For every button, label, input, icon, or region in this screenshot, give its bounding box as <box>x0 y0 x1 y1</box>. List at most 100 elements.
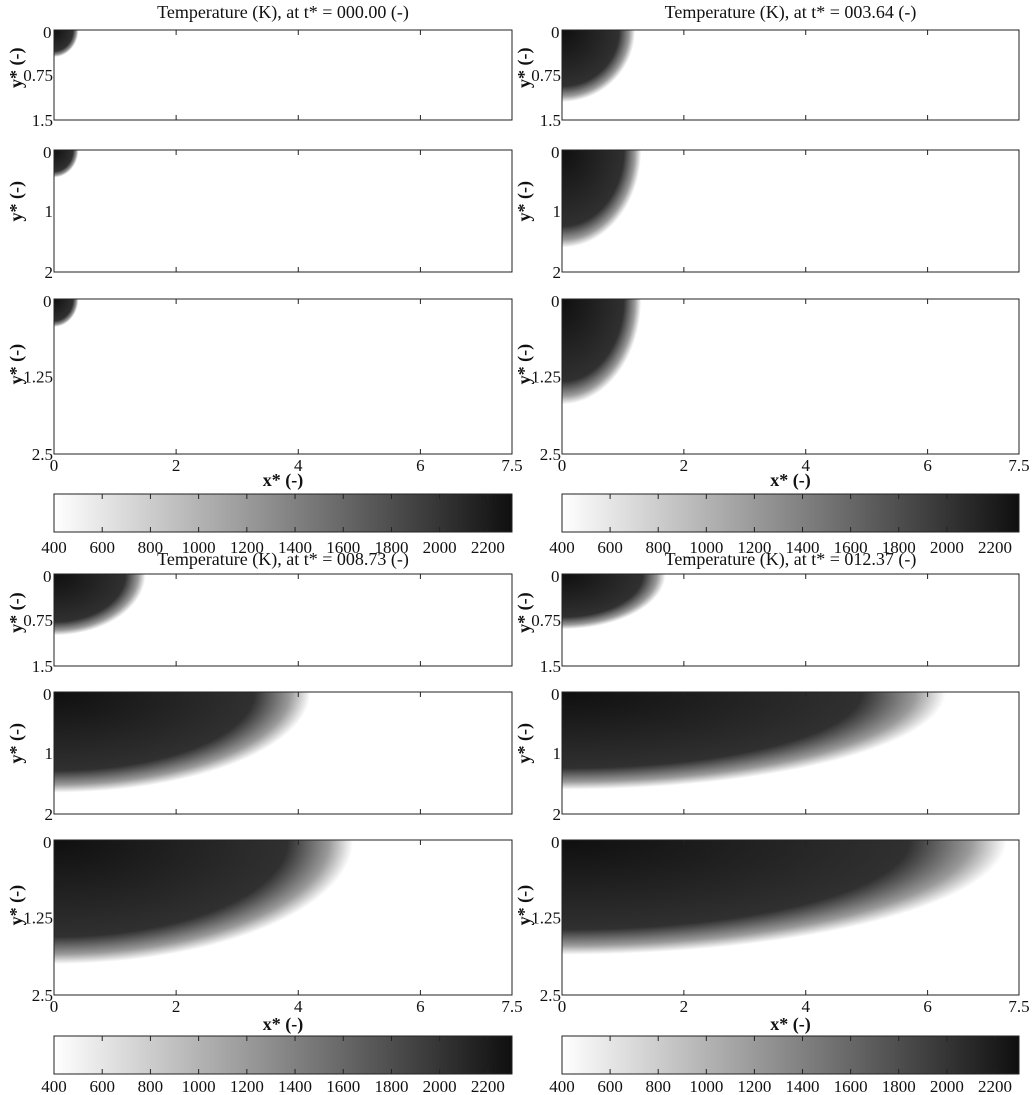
y-tick-label: 2 <box>553 263 562 282</box>
x-tick-label: 4 <box>294 997 303 1016</box>
colorbar-tick-label: 1400 <box>786 538 820 557</box>
hot-region <box>54 30 512 120</box>
plot-frame <box>53 149 513 273</box>
y-axis-label: y* (-) <box>514 723 535 763</box>
y-tick-label: 2.5 <box>540 986 561 1005</box>
colorbar-gradient <box>53 493 513 533</box>
x-tick-label: 7.5 <box>1008 997 1029 1016</box>
x-tick-label: 6 <box>416 456 425 475</box>
y-axis-label: y* (-) <box>6 723 27 763</box>
hot-region <box>562 30 1019 120</box>
colorbar-tick-label: 1600 <box>326 1077 360 1095</box>
panel-title: Temperature (K), at t* = 003.64 (-) <box>665 2 917 23</box>
plot-frame <box>53 839 513 996</box>
heatmap-plot: 0 1 2 y* (-) <box>514 143 1020 282</box>
heatmap-plot: 0 1 2 y* (-) <box>6 143 513 282</box>
panel-title: Temperature (K), at t* = 000.00 (-) <box>157 2 409 23</box>
plot-frame <box>561 691 1020 815</box>
y-tick-label: 0 <box>43 292 52 311</box>
heatmap-plot: 0 1.25 2.5 y* (-) <box>514 292 1020 464</box>
x-tick-label: 6 <box>923 997 932 1016</box>
colorbar-tick-label: 600 <box>89 1077 115 1095</box>
colorbar-tick-label: 1000 <box>689 1077 723 1095</box>
y-tick-label: 2.5 <box>32 986 53 1005</box>
x-axis-label: x* (-) <box>770 1014 810 1035</box>
y-axis-label: y* (-) <box>6 48 27 88</box>
y-tick-label: 0 <box>43 23 52 42</box>
y-tick-label: 1.25 <box>531 368 561 387</box>
x-tick-label: 0 <box>50 456 59 475</box>
colorbar-tick-label: 1400 <box>278 1077 312 1095</box>
x-tick-label: 0 <box>558 997 567 1016</box>
y-tick-label: 1.25 <box>23 368 53 387</box>
y-tick-label: 1 <box>553 744 562 763</box>
x-tick-label: 0 <box>50 997 59 1016</box>
colorbar-tick-label: 1000 <box>182 1077 216 1095</box>
colorbar-tick-label: 2000 <box>930 538 964 557</box>
hot-region <box>54 299 512 454</box>
heatmap-plot: 0 0.75 1.5 y* (-) <box>514 567 1020 676</box>
colorbar-tick-label: 2200 <box>471 538 505 557</box>
y-tick-label: 1.5 <box>540 657 561 676</box>
heatmap-plot: 0 0.75 1.5 y* (-) <box>6 23 513 130</box>
heatmap-plot: 0 1.25 2.5 y* (-) <box>6 833 513 1005</box>
heatmap-plot: 0 1 2 y* (-) <box>514 685 1020 824</box>
colorbar-tick-label: 600 <box>89 538 115 557</box>
x-tick-label: 6 <box>923 456 932 475</box>
plot-frame <box>53 298 513 455</box>
y-tick-label: 0 <box>43 833 52 852</box>
plot-frame <box>561 149 1020 273</box>
x-axis-label: x* (-) <box>263 470 303 491</box>
x-tick-label: 7.5 <box>1008 456 1029 475</box>
x-axis-label: x* (-) <box>770 470 810 491</box>
hot-region <box>562 150 1019 272</box>
hot-region <box>54 840 512 995</box>
colorbar-tick-label: 2000 <box>930 1077 964 1095</box>
y-axis-label: y* (-) <box>514 885 535 925</box>
x-tick-label: 2 <box>680 997 689 1016</box>
plot-frame <box>561 573 1020 667</box>
y-axis-label: y* (-) <box>514 181 535 221</box>
x-tick-label: 6 <box>416 997 425 1016</box>
plot-frame <box>53 29 513 121</box>
hot-region <box>562 692 1019 814</box>
colorbar-tick-label: 2000 <box>423 1077 457 1095</box>
y-tick-label: 1 <box>553 202 562 221</box>
y-tick-label: 0 <box>551 292 560 311</box>
colorbar-tick-label: 1600 <box>834 1077 868 1095</box>
hot-region <box>562 840 1019 995</box>
x-tick-label: 4 <box>801 456 810 475</box>
plot-frame <box>561 298 1020 455</box>
colorbar-tick-label: 1200 <box>230 1077 264 1095</box>
y-tick-label: 0 <box>551 833 560 852</box>
panel-title: Temperature (K), at t* = 012.37 (-) <box>665 549 917 570</box>
heatmap-plot: 0 0.75 1.5 y* (-) <box>6 567 513 676</box>
x-tick-label: 7.5 <box>501 997 522 1016</box>
y-axis-label: y* (-) <box>6 181 27 221</box>
y-tick-label: 1.5 <box>32 657 53 676</box>
colorbar-tick-label: 2000 <box>423 538 457 557</box>
colorbar-tick-label: 1800 <box>374 1077 408 1095</box>
y-axis-label: y* (-) <box>514 344 535 384</box>
y-tick-label: 2 <box>553 805 562 824</box>
y-axis-label: y* (-) <box>514 592 535 632</box>
y-tick-label: 0.75 <box>531 66 561 85</box>
colorbar: 400 600 800 1000 1200 1400 1600 1800 2000 2200 <box>41 1035 513 1095</box>
y-tick-label: 0.75 <box>531 611 561 630</box>
heatmap-plot: 0 0.75 1.5 y* (-) <box>514 23 1020 130</box>
colorbar-gradient <box>561 493 1020 533</box>
colorbar: 400 600 800 1000 1200 1400 1600 1800 2000 2200 <box>549 493 1020 557</box>
y-tick-label: 1 <box>45 202 54 221</box>
colorbar-tick-label: 400 <box>549 1077 575 1095</box>
colorbar-tick-label: 1400 <box>786 1077 820 1095</box>
colorbar: 400 600 800 1000 1200 1400 1600 1800 2000 2200 <box>41 493 513 557</box>
colorbar-tick-label: 800 <box>138 538 164 557</box>
colorbar-tick-label: 2200 <box>978 1077 1012 1095</box>
colorbar: 400 600 800 1000 1200 1400 1600 1800 2000 2200 <box>549 1035 1020 1095</box>
y-tick-label: 0 <box>43 685 52 704</box>
plot-frame <box>53 691 513 815</box>
colorbar-tick-label: 1800 <box>374 538 408 557</box>
y-tick-label: 0 <box>551 567 560 586</box>
y-tick-label: 1.5 <box>32 111 53 130</box>
